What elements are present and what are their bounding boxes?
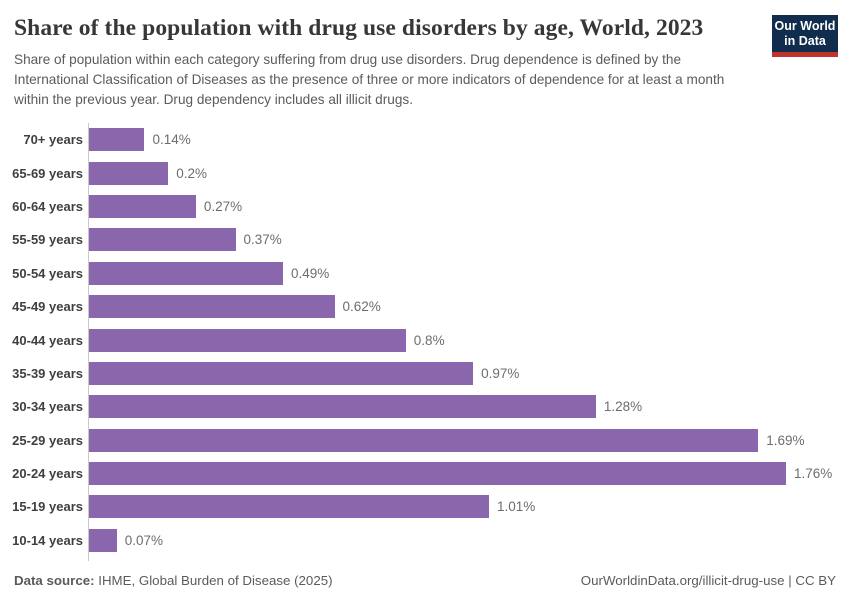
bar-value-label: 1.69% xyxy=(766,432,805,448)
bar-area: 1.69% xyxy=(89,424,850,457)
bar-area: 1.76% xyxy=(89,457,850,490)
bar-area: 0.07% xyxy=(89,524,850,557)
bar[interactable] xyxy=(89,128,145,152)
category-label: 70+ years xyxy=(23,132,83,148)
chart-subtitle: Share of population within each category… xyxy=(14,52,725,107)
bar[interactable] xyxy=(89,161,169,185)
category-label: 15-19 years xyxy=(12,499,83,515)
bar-value-label: 0.07% xyxy=(124,532,163,548)
chart-row: 20-24 years 1.76% xyxy=(0,457,850,490)
bar[interactable] xyxy=(89,328,406,352)
bar-area: 1.01% xyxy=(89,490,850,523)
chart-row: 15-19 years 1.01% xyxy=(0,490,850,523)
chart-row: 25-29 years 1.69% xyxy=(0,424,850,457)
bar-value-label: 0.8% xyxy=(413,332,445,348)
chart-row: 65-69 years 0.2% xyxy=(0,156,850,189)
category-label: 45-49 years xyxy=(12,299,83,315)
bar-value-label: 1.28% xyxy=(603,399,643,415)
chart-row: 10-14 years 0.07% xyxy=(0,524,850,557)
bar-value-label: 1.76% xyxy=(793,466,833,482)
bar-value-label: 0.37% xyxy=(243,232,282,248)
category-label: 35-39 years xyxy=(12,365,83,381)
bar[interactable] xyxy=(89,495,489,519)
data-source-label: Data source: xyxy=(14,573,95,588)
bar-chart: 70+ years 0.14% 65-69 years 0.2% 60-64 years… xyxy=(0,123,850,561)
bar[interactable] xyxy=(89,228,236,252)
chart-header: Share of the population with drug use di… xyxy=(0,0,850,110)
category-label: 10-14 years xyxy=(12,532,83,548)
data-source-text: IHME, Global Burden of Disease (2025) xyxy=(94,573,333,588)
owid-logo-line2: in Data xyxy=(784,34,826,48)
bar-area: 0.97% xyxy=(89,357,850,390)
bar-area: 0.27% xyxy=(89,190,850,223)
chart-footer: Data source: IHME, Global Burden of Dise… xyxy=(14,573,836,588)
y-axis-line xyxy=(88,123,89,561)
chart-title: Share of the population with drug use di… xyxy=(14,15,704,41)
bar-area: 1.28% xyxy=(89,390,850,423)
category-label: 30-34 years xyxy=(12,399,83,415)
bar-value-label: 1.01% xyxy=(496,499,536,515)
bar[interactable] xyxy=(89,194,196,218)
chart-row: 40-44 years 0.8% xyxy=(0,323,850,356)
chart-row: 45-49 years 0.62% xyxy=(0,290,850,323)
category-label: 20-24 years xyxy=(12,466,83,482)
chart-row: 35-39 years 0.97% xyxy=(0,357,850,390)
bar[interactable] xyxy=(89,295,335,319)
bar-value-label: 0.97% xyxy=(481,365,520,381)
category-label: 65-69 years xyxy=(12,165,83,181)
chart-row: 60-64 years 0.27% xyxy=(0,190,850,223)
bar-value-label: 0.49% xyxy=(291,265,330,281)
chart-row: 70+ years 0.14% xyxy=(0,123,850,156)
data-source: Data source: IHME, Global Burden of Dise… xyxy=(14,573,333,588)
bar[interactable] xyxy=(89,395,596,419)
bar-area: 0.49% xyxy=(89,257,850,290)
chart-row: 30-34 years 1.28% xyxy=(0,390,850,423)
chart-row: 55-59 years 0.37% xyxy=(0,223,850,256)
bar-value-label: 0.62% xyxy=(342,299,381,315)
bar-area: 0.37% xyxy=(89,223,850,256)
owid-logo: Our World in Data xyxy=(772,15,838,57)
bar-value-label: 0.14% xyxy=(152,132,191,148)
bar[interactable] xyxy=(89,462,786,486)
owid-logo-line1: Our World xyxy=(774,19,836,33)
category-label: 55-59 years xyxy=(12,232,83,248)
category-label: 50-54 years xyxy=(12,265,83,281)
bar-area: 0.8% xyxy=(89,323,850,356)
category-label: 60-64 years xyxy=(12,198,83,214)
bar-area: 0.14% xyxy=(89,123,850,156)
bar-area: 0.62% xyxy=(89,290,850,323)
bar[interactable] xyxy=(89,428,759,452)
category-label: 25-29 years xyxy=(12,432,83,448)
bar-value-label: 0.2% xyxy=(176,165,207,181)
category-label: 40-44 years xyxy=(12,332,83,348)
bar[interactable] xyxy=(89,361,474,385)
bar-area: 0.2% xyxy=(89,156,850,189)
bar[interactable] xyxy=(89,528,117,552)
chart-row: 50-54 years 0.49% xyxy=(0,257,850,290)
bar-value-label: 0.27% xyxy=(203,198,243,214)
bar[interactable] xyxy=(89,261,284,285)
footer-link[interactable]: OurWorldinData.org/illicit-drug-use | CC… xyxy=(580,573,836,588)
